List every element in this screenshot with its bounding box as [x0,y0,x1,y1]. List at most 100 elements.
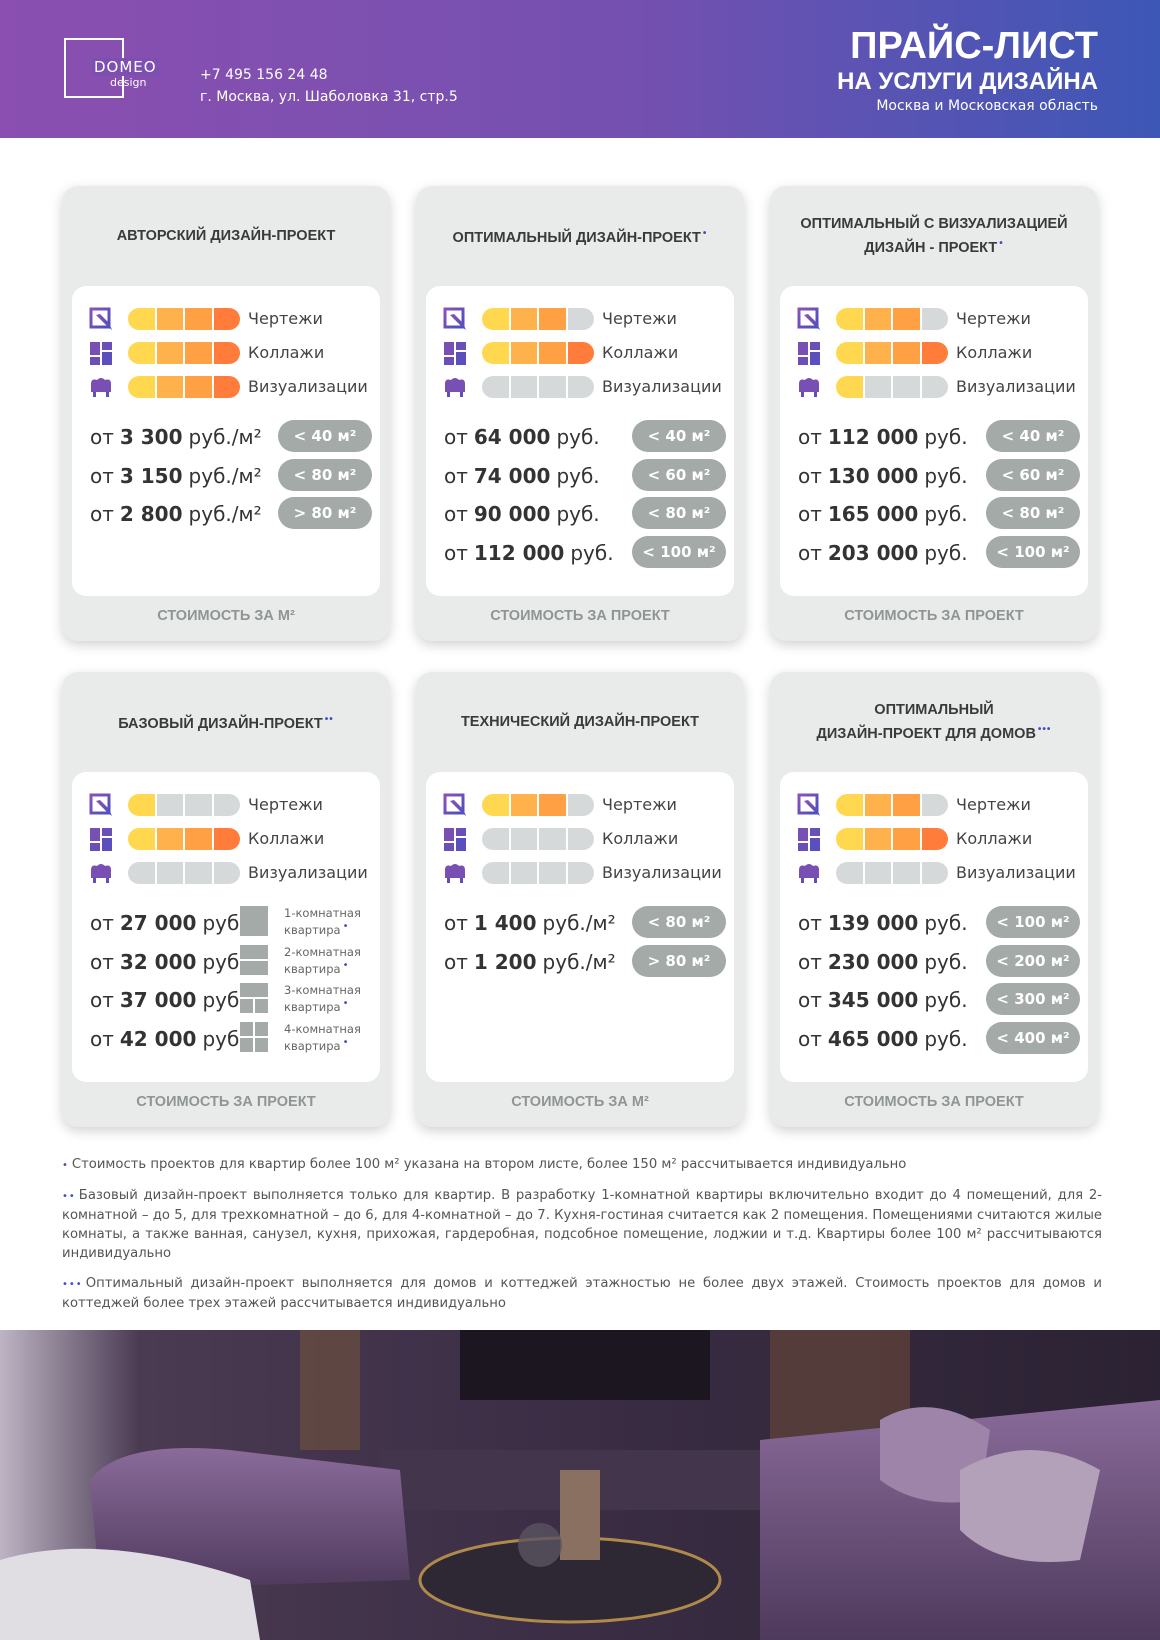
rating-segment [510,342,537,364]
rating-segment [836,828,863,850]
room-label: 2-комнатная квартира • [284,944,361,976]
area-tag: < 200 м² [986,944,1080,977]
price-unit: руб. [924,425,968,449]
card-title-text: ОПТИМАЛЬНЫЙ ДИЗАЙН-ПРОЕКТ [452,229,701,246]
card-title-text: ДИЗАЙН-ПРОЕКТ ДЛЯ ДОМОВ [816,725,1036,742]
feature-label: Визуализации [248,377,368,396]
price-card: БАЗОВЫЙ ДИЗАЙН-ПРОЕКТ •• Чертежи Коллажи Виз… [62,672,390,1127]
rating-segment [185,308,212,330]
feature-label: Коллажи [248,829,325,848]
room-cell [240,983,268,997]
price-prefix: от [444,425,468,449]
rating-segment [510,862,537,884]
card-title-line: ТЕХНИЧЕСКИЙ ДИЗАЙН-ПРОЕКТ [461,713,699,732]
price-row: от 1 400 руб./м² < 80 м² [444,906,729,938]
room-cell [240,999,253,1013]
price-amount: 42 000 [119,1026,197,1051]
feature-label: Коллажи [956,343,1033,362]
rating-bar [482,794,594,816]
feature-label: Чертежи [602,795,677,814]
room-line: 2-комнатная [284,944,361,959]
vase [560,1470,600,1560]
rating-segment [864,342,891,364]
price-card: ОПТИМАЛЬНЫЙ ДИЗАЙН-ПРОЕКТ ДЛЯ ДОМОВ ••• Чер… [770,672,1098,1127]
footnote-text: Базовый дизайн-проект выполняется только… [62,1188,1102,1261]
room-text: 4-комнатная [284,1021,361,1036]
area-tag: < 80 м² [986,497,1080,529]
rating-segment [482,862,509,884]
feature-row: Визуализации [442,860,727,886]
price-row: от 64 000 руб. < 40 м² [444,420,729,452]
price-prefix: от [798,540,822,565]
price-row: от 37 000 руб. 3-комнатная квартира • [90,983,375,1015]
feature-icon [443,793,466,816]
room-label: 1-комнатная квартира • [284,907,361,937]
price-text: от 165 000 руб. [798,502,968,526]
price-unit: руб. [924,1026,968,1051]
rating-segment [156,342,183,364]
rating-segment [539,862,566,884]
price-text: от 112 000 руб. [798,425,968,449]
price-unit: руб. [202,949,246,974]
card-footer: СТОИМОСТЬ ЗА ПРОЕКТ [136,1094,316,1110]
title-line: НА УСЛУГИ ДИЗАЙНА [837,68,1098,95]
price-prefix: от [798,911,822,935]
room-text: 2-комнатная [284,944,361,959]
price-amount: 32 000 [119,949,197,974]
rating-segment [893,828,920,850]
room-line: квартира • [284,959,361,976]
rating-bar [836,308,948,330]
price-row: от 1 200 руб./м² > 80 м² [444,944,729,977]
card-footer: СТОИМОСТЬ ЗА М² [157,608,295,624]
rating-segment [185,862,212,884]
price-unit: руб. [924,540,968,565]
price-row: от 27 000 руб. 1-комнатная квартира • [90,906,375,938]
rating-segment [185,376,212,398]
card-body: Чертежи Коллажи Визуализации от 1 400 руб./м²… [426,772,734,1082]
card-title: ОПТИМАЛЬНЫЙ ДИЗАЙН-ПРОЕКТ • [416,210,744,262]
feature-row: Чертежи [442,792,727,818]
price-prefix: от [90,463,114,488]
card-title-text: БАЗОВЫЙ ДИЗАЙН-ПРОЕКТ [118,715,323,732]
price-text: от 74 000 руб. [444,464,600,488]
price-amount: 1 200 [473,949,537,974]
rating-segment [893,342,920,364]
area-tag: < 80 м² [632,906,726,938]
rating-segment [128,862,155,884]
region: Москва и Московская область [876,98,1098,114]
price-prefix: от [90,949,114,974]
card-title-text: ОПТИМАЛЬНЫЙ С ВИЗУАЛИЗАЦИЕЙ [800,215,1068,232]
price-row: от 42 000 руб. 4-комнатная квартира • [90,1021,375,1054]
area-tag: < 40 м² [278,420,372,452]
price-unit: руб. [924,988,968,1012]
card-title-line: ОПТИМАЛЬНЫЙ [874,701,993,720]
rating-segment [567,342,594,364]
rating-bar [482,828,594,850]
feature-icon [90,828,112,851]
contacts: +7 495 156 24 48 г. Москва, ул. Шаболовк… [200,64,458,108]
feature-row: Чертежи [442,306,727,332]
price-row: от 165 000 руб. < 80 м² [798,497,1083,529]
card-title: ТЕХНИЧЕСКИЙ ДИЗАЙН-ПРОЕКТ [416,696,744,748]
feature-row: Визуализации [796,860,1081,886]
feature-row: Визуализации [442,374,727,400]
feature-icon [91,378,111,397]
price-unit: руб./м² [188,425,262,449]
price-amount: 165 000 [827,502,919,526]
feature-icon [443,307,466,330]
price-amount: 345 000 [827,988,919,1012]
rating-bar [128,376,240,398]
rating-segment [185,828,212,850]
room-text: квартира [284,922,341,937]
price-row: от 112 000 руб. < 40 м² [798,420,1083,452]
rating-segment [213,862,240,884]
room-line: 3-комнатная [284,984,361,997]
feature-label: Визуализации [248,863,368,882]
price-prefix: от [444,911,468,935]
price-prefix: от [444,463,468,488]
room-cell [255,1037,268,1052]
price-row: от 3 300 руб./м² < 40 м² [90,420,375,452]
price-row: от 3 150 руб./м² < 80 м² [90,458,375,491]
card-body: Чертежи Коллажи Визуализации от 112 000 руб. <… [780,286,1088,596]
area-tag: < 100 м² [986,535,1080,568]
